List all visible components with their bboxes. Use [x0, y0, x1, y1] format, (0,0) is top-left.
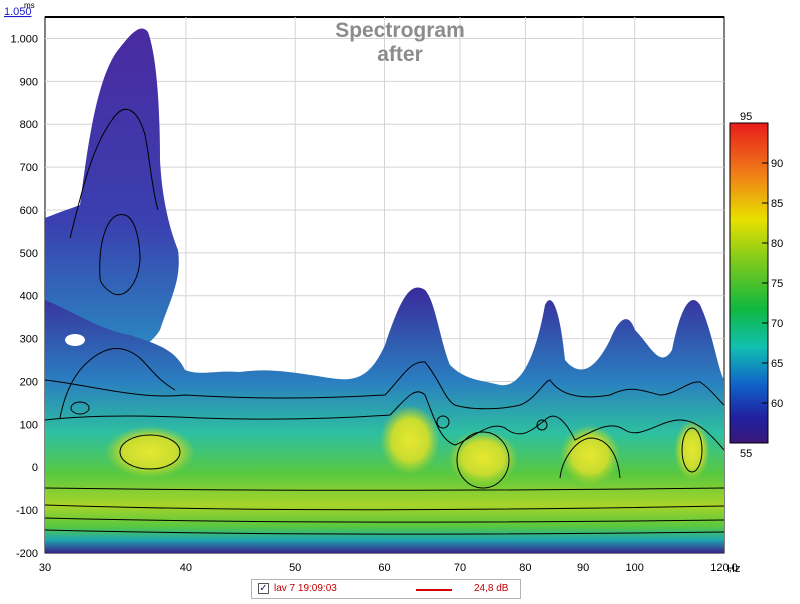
colorbar-tick-label: 70 — [771, 318, 783, 330]
y-tick-label: -200 — [16, 548, 38, 560]
hole-low — [65, 334, 85, 346]
colorbar-tick-label: 75 — [771, 278, 783, 290]
y-tick-label: 700 — [20, 162, 38, 174]
main-energy-band — [45, 287, 724, 553]
chart-subtitle: after — [377, 43, 423, 66]
x-axis-ticks: 30 40 50 60 70 80 90 100 120,0 — [39, 562, 738, 574]
y-tick-label: 200 — [20, 376, 38, 388]
x-tick-label: 80 — [519, 562, 531, 574]
y-tick-label: 100 — [20, 419, 38, 431]
x-tick-label: 50 — [289, 562, 301, 574]
colorbar-bottom-label: 55 — [740, 448, 752, 460]
colorbar — [729, 122, 769, 444]
colorbar-tick-label: 65 — [771, 358, 783, 370]
y-tick-label: -100 — [16, 505, 38, 517]
low-frequency-ridge — [45, 28, 179, 353]
x-tick-label: 30 — [39, 562, 51, 574]
x-tick-label: 60 — [378, 562, 390, 574]
y-axis-ticks: 1.000 900 800 700 600 500 400 300 200 100 0 -100 -20… — [10, 33, 38, 560]
spectrogram-surface — [45, 28, 724, 553]
y-tick-label: 800 — [20, 119, 38, 131]
peak-37hz — [105, 426, 195, 478]
y-tick-label: 0 — [32, 462, 38, 474]
peak-88hz — [560, 425, 620, 485]
legend-checkbox[interactable]: ✓ — [258, 583, 269, 594]
y-tick-label: 600 — [20, 205, 38, 217]
x-tick-label: 100 — [626, 562, 644, 574]
y-tick-label: 500 — [20, 248, 38, 260]
peak-117hz — [674, 420, 710, 480]
legend-series-value: 24,8 dB — [474, 583, 509, 594]
legend: ✓ lav 7 19:09:03 24,8 dB — [251, 579, 521, 599]
colorbar-tick-label: 60 — [771, 398, 783, 410]
chart-title: Spectrogram — [335, 19, 465, 42]
colorbar-ticks: 90 85 80 75 70 65 60 — [762, 158, 783, 410]
legend-series-label: lav 7 19:09:03 — [274, 583, 337, 594]
x-tick-label: 40 — [180, 562, 192, 574]
y-top-label[interactable]: 1.050 — [4, 6, 32, 18]
x-tick-label: 90 — [577, 562, 589, 574]
y-unit-label: ms — [24, 1, 35, 10]
x-tick-label: 70 — [454, 562, 466, 574]
y-tick-label: 900 — [20, 76, 38, 88]
x-unit-label: Hz — [727, 563, 740, 575]
legend-series-line — [416, 589, 452, 591]
contour-lines — [45, 108, 724, 535]
x-tick-label: 120,0 — [710, 562, 738, 574]
y-tick-label: 400 — [20, 291, 38, 303]
colorbar-tick-label: 80 — [771, 238, 783, 250]
colorbar-top-label: 95 — [740, 111, 752, 123]
colorbar-tick-label: 90 — [771, 158, 783, 170]
peak-73hz — [448, 430, 518, 486]
peak-64hz — [380, 405, 440, 475]
y-tick-label: 300 — [20, 334, 38, 346]
y-tick-label: 1.000 — [10, 33, 38, 45]
colorbar-tick-label: 85 — [771, 198, 783, 210]
